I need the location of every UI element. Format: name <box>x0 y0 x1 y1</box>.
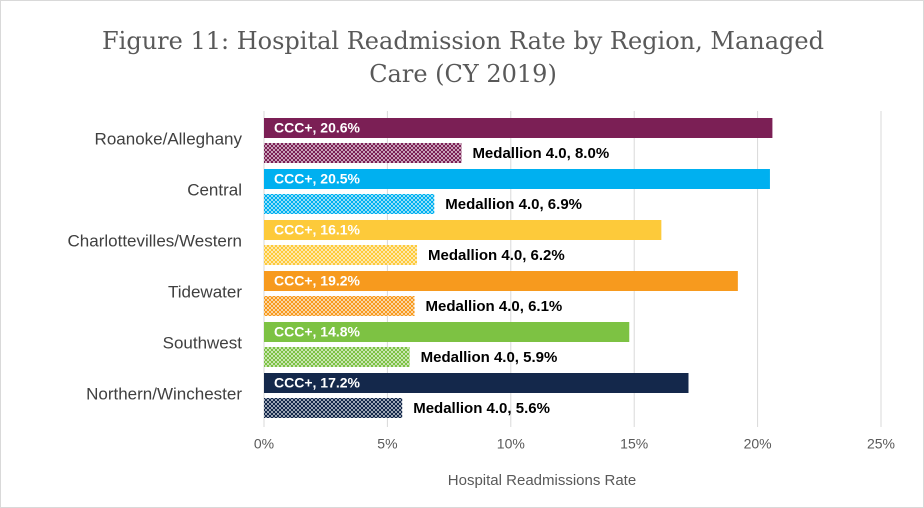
x-tick-label: 25% <box>867 436 895 452</box>
data-label: Medallion 4.0, 5.9% <box>421 349 558 366</box>
data-label: CCC+, 20.6% <box>274 120 361 136</box>
y-tick-label: Southwest <box>163 333 243 352</box>
data-label: CCC+, 19.2% <box>274 273 361 289</box>
bar <box>264 143 462 163</box>
data-label: Medallion 4.0, 6.1% <box>426 298 563 315</box>
x-tick-label: 5% <box>377 436 397 452</box>
data-label: CCC+, 20.5% <box>274 171 361 187</box>
x-tick-label: 15% <box>620 436 648 452</box>
data-label: Medallion 4.0, 5.6% <box>413 400 550 417</box>
x-tick-label: 10% <box>497 436 525 452</box>
bar <box>264 398 403 418</box>
bar <box>264 322 630 342</box>
bar <box>264 118 773 138</box>
y-tick-label: Roanoke/Alleghany <box>95 129 243 148</box>
bar <box>264 245 418 265</box>
data-label: Medallion 4.0, 6.2% <box>428 247 565 264</box>
data-label: CCC+, 17.2% <box>274 375 361 391</box>
y-tick-label: Northern/Winchester <box>86 384 242 403</box>
y-tick-label: Tidewater <box>168 282 242 301</box>
bar <box>264 220 662 240</box>
x-tick-label: 20% <box>744 436 772 452</box>
data-label: Medallion 4.0, 8.0% <box>472 145 609 162</box>
data-label: CCC+, 14.8% <box>274 324 361 340</box>
x-axis-title: Hospital Readmissions Rate <box>448 472 636 489</box>
bar <box>264 373 689 393</box>
y-tick-label: Charlottevilles/Western <box>68 231 242 250</box>
bar <box>264 296 415 316</box>
data-label: Medallion 4.0, 6.9% <box>445 196 582 213</box>
bar <box>264 271 738 291</box>
bar <box>264 194 435 214</box>
data-label: CCC+, 16.1% <box>274 222 361 238</box>
chart-title: Figure 11: Hospital Readmission Rate by … <box>102 27 824 88</box>
bar <box>264 347 410 367</box>
x-tick-label: 0% <box>254 436 274 452</box>
bar <box>264 169 770 189</box>
y-tick-label: Central <box>187 180 242 199</box>
